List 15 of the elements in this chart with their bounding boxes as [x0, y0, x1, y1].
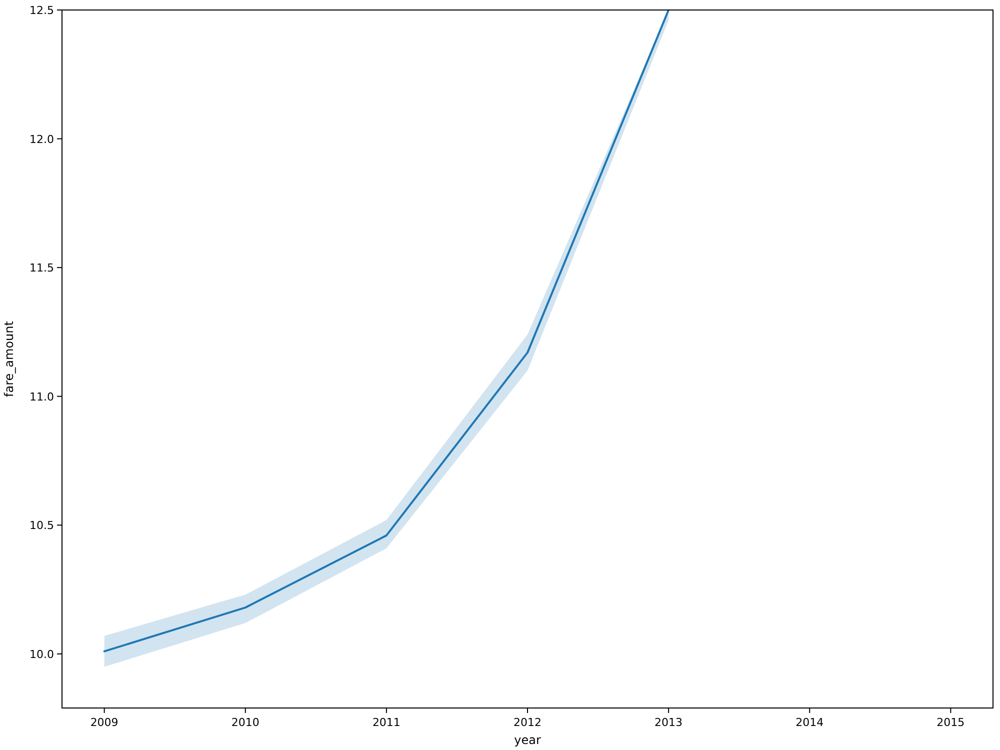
y-tick-label: 11.5 [30, 262, 54, 275]
x-tick-label: 2013 [654, 716, 683, 729]
y-tick-label: 10.0 [30, 648, 54, 661]
x-tick-label: 2011 [372, 716, 400, 729]
x-tick-label: 2009 [90, 716, 118, 729]
x-tick-label: 2010 [231, 716, 260, 729]
x-tick-label: 2014 [796, 716, 824, 729]
y-tick-label: 10.5 [30, 519, 54, 532]
x-tick-label: 2015 [936, 716, 965, 729]
y-tick-label: 12.0 [30, 132, 54, 146]
x-tick-label: 2012 [514, 716, 542, 729]
x-axis-title: year [514, 733, 541, 747]
y-axis-title: fare_amount [2, 320, 16, 397]
y-tick-label: 12.5 [30, 4, 54, 17]
y-tick-label: 11.0 [30, 390, 54, 404]
